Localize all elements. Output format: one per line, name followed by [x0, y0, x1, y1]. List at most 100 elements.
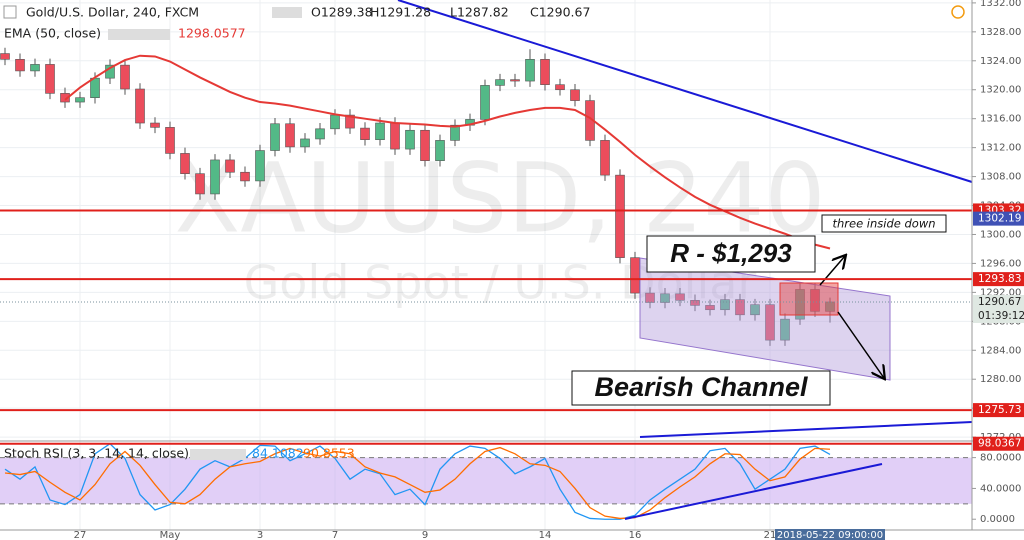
candle-body	[675, 293, 685, 301]
y-tick-label: 1328.00	[980, 27, 1021, 38]
candle-body	[735, 299, 745, 316]
candle-body	[240, 171, 250, 182]
plot	[0, 47, 835, 346]
candle-body	[75, 97, 85, 103]
ohlc-label: H1291.28	[370, 5, 431, 20]
indicator-title: EMA (50, close)	[4, 26, 101, 41]
icon	[272, 7, 302, 18]
candle-body	[510, 79, 520, 82]
candle-body	[360, 127, 370, 140]
candle-body	[225, 159, 235, 173]
candle-body	[120, 64, 130, 90]
last-price-label: 1290.67	[978, 296, 1021, 308]
candle-body	[645, 292, 655, 303]
icon	[190, 449, 246, 460]
candle-body	[825, 301, 835, 312]
y-tick-label: 1320.00	[980, 85, 1021, 96]
level-label: 1293.83	[978, 273, 1021, 285]
arrow	[819, 256, 845, 286]
stoch-panel	[0, 443, 972, 520]
candle-body	[795, 289, 805, 320]
last-price-bg	[973, 294, 1024, 323]
candle-body	[300, 138, 310, 148]
candle-body	[765, 304, 775, 341]
y-tick-label: 80.0000	[980, 453, 1021, 464]
stoch-line	[4, 446, 831, 520]
annotation: Bearish Channel	[594, 372, 808, 402]
candle-body	[15, 59, 25, 72]
level-label: 1275.73	[978, 404, 1021, 416]
candle-body	[780, 318, 790, 341]
y-tick-label: 40.0000	[980, 483, 1021, 494]
icon	[3, 5, 17, 19]
stoch-value: 90.8553	[303, 446, 355, 461]
x-tick-label: 7	[332, 530, 338, 540]
stoch-band	[0, 457, 972, 504]
trend-label: 1302.19	[978, 213, 1021, 225]
y-tick-label: 1332.00	[980, 0, 1021, 9]
drawings	[397, 0, 973, 520]
trendline	[639, 421, 973, 438]
candle-body	[210, 159, 220, 195]
arrow	[837, 311, 884, 378]
candle-body	[60, 93, 70, 103]
crosshair-label-bg	[775, 529, 885, 540]
y-tick-label: 1324.00	[980, 56, 1021, 67]
candle-body	[255, 150, 265, 182]
stoch-title: Stoch RSI (3, 3, 14, 14, close)	[4, 446, 189, 461]
candle-body	[525, 59, 535, 82]
candle-body	[810, 289, 820, 312]
countdown: 01:39:12	[978, 310, 1024, 322]
y-tick-label: 1292.00	[980, 287, 1021, 298]
y-tick-label: 1284.00	[980, 345, 1021, 356]
level-label-bg	[973, 403, 1024, 418]
candle-body	[345, 114, 355, 129]
candle-body	[690, 300, 700, 306]
ohlc-label: L1287.82	[450, 5, 509, 20]
candle-body	[285, 123, 295, 148]
candle-body	[195, 173, 205, 195]
stoch-line	[4, 443, 831, 520]
candle-body	[750, 304, 760, 316]
y-tick-label: 1308.00	[980, 172, 1021, 183]
candle-body	[480, 85, 490, 120]
x-tick-label: 14	[539, 530, 552, 540]
candle-body	[150, 122, 160, 128]
candle-body	[330, 114, 340, 130]
levels	[0, 209, 972, 445]
candle-body	[540, 59, 550, 85]
y-tick-label: 1312.00	[980, 143, 1021, 154]
candle-body	[705, 305, 715, 311]
alert-icon[interactable]	[951, 5, 965, 19]
x-tick-label: 16	[629, 530, 642, 540]
annotations: R - $1,293 Bearish Channel three inside …	[571, 214, 947, 406]
y-tick-label: 1296.00	[980, 258, 1021, 269]
stoch-value: 84.1082	[252, 446, 304, 461]
y-tick-label: 1300.00	[980, 229, 1021, 240]
chart-title: Gold/U.S. Dollar, 240, FXCM	[26, 5, 199, 20]
candle-body	[90, 77, 100, 98]
indicator-value: 1298.0577	[178, 26, 246, 41]
candle-body	[420, 129, 430, 161]
candle-body	[495, 79, 505, 86]
trend-label-bg	[973, 211, 1024, 226]
annotation-box	[646, 235, 816, 273]
candle-body	[660, 293, 670, 303]
channel	[639, 257, 891, 381]
level-label-bg	[973, 272, 1024, 287]
candle-body	[270, 123, 280, 151]
x-tick-label: 3	[257, 530, 263, 540]
icon	[108, 29, 170, 40]
x-tick-label: 21	[764, 530, 777, 540]
level-label: 98.0367	[978, 438, 1021, 450]
candle-body	[165, 127, 175, 154]
candle-body	[450, 124, 460, 141]
candle-body	[315, 128, 325, 140]
candle-body	[135, 88, 145, 124]
x-tick-label: May	[160, 530, 181, 540]
trendline	[397, 0, 973, 183]
candle-body	[720, 299, 730, 311]
candle-body	[180, 153, 190, 174]
